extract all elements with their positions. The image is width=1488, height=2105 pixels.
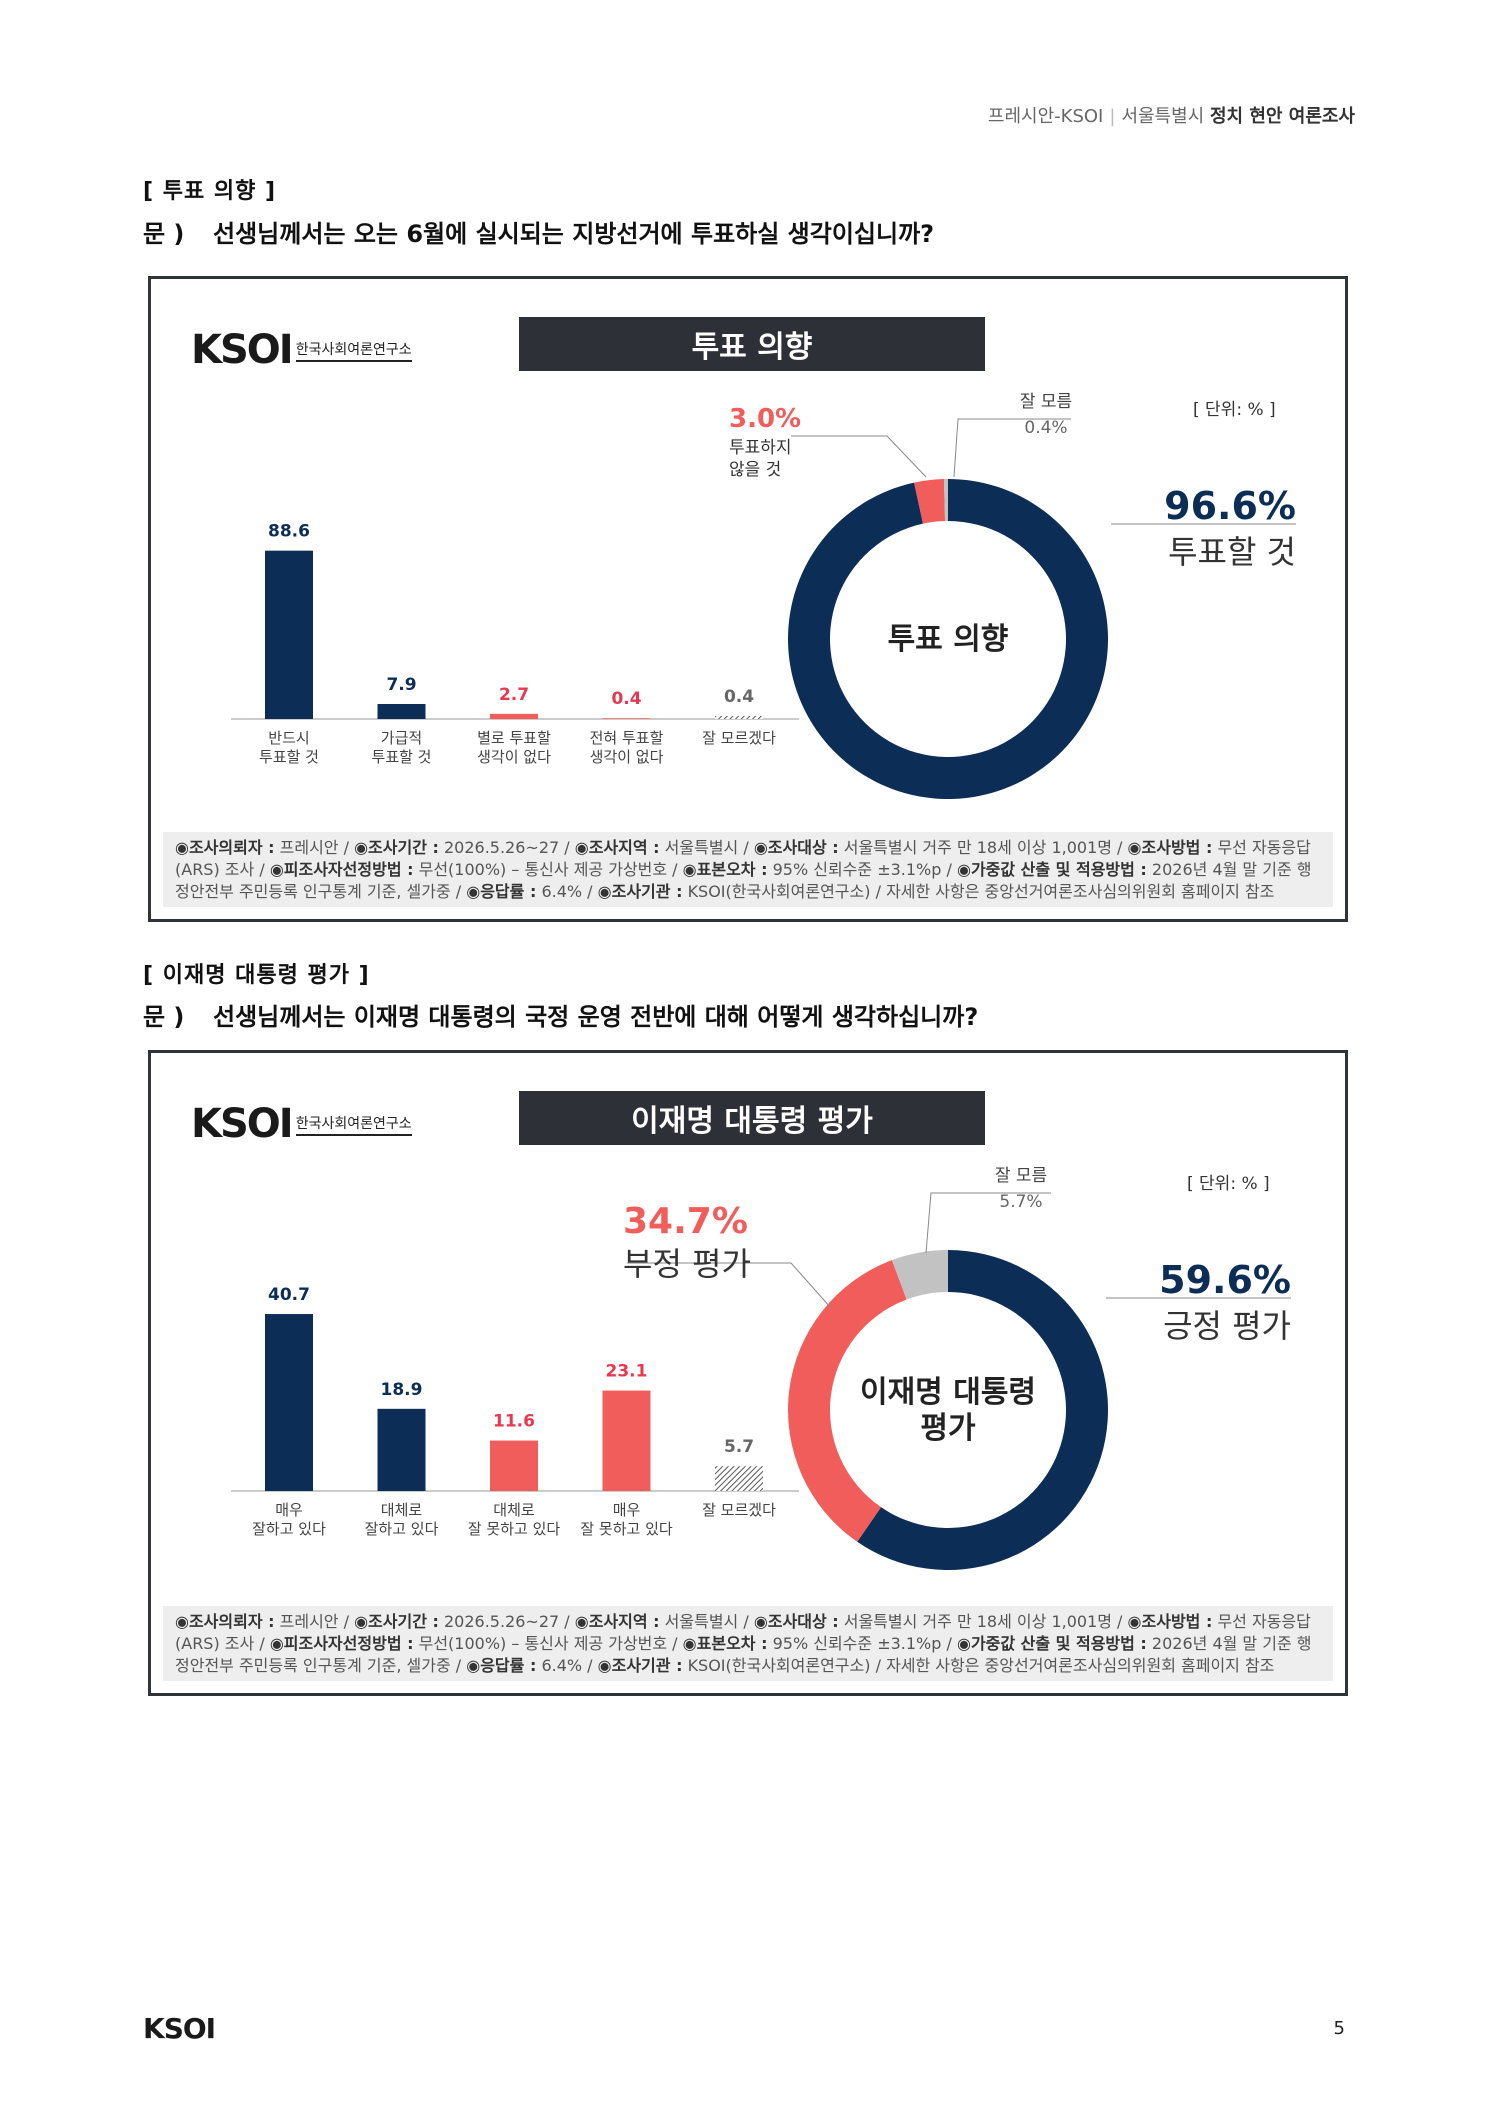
donut-slice-1 (914, 479, 946, 524)
donut-slice-2 (891, 1250, 948, 1300)
question-mark: 문 ) (143, 220, 185, 248)
bar-2 (490, 713, 538, 719)
category-label-4: 잘 모르겠다 (702, 729, 776, 747)
donut-center-label: 평가 (920, 1411, 976, 1446)
red-slice-label: 부정 평가 (623, 1245, 751, 1283)
bar-value-label-2: 11.6 (493, 1412, 535, 1432)
bar-value-label-4: 5.7 (724, 1437, 754, 1457)
category-label-1: 잘하고 있다 (365, 1520, 439, 1538)
header-source: 프레시안-KSOI (987, 106, 1104, 127)
red-leader-line (627, 1262, 832, 1309)
bar-value-label-4: 0.4 (724, 687, 754, 707)
bar-3 (602, 718, 651, 719)
category-label-3: 생각이 없다 (590, 748, 664, 766)
category-label-3: 매우 (613, 1501, 641, 1519)
panel-title: 투표 의향 (519, 317, 985, 371)
bar-0 (265, 550, 313, 719)
bar-4 (715, 716, 763, 719)
header-title: 정치 현안 여론조사 (1209, 106, 1355, 127)
survey-footer: ◉조사의뢰자 : 프레시안 / ◉조사기간 : 2026.5.26~27 / ◉… (163, 832, 1333, 907)
category-label-2: 대체로 (493, 1501, 535, 1519)
question-text: 선생님께서는 이재명 대통령의 국정 운영 전반에 대해 어떻게 생각하십니까? (213, 1003, 979, 1031)
question-2: 문 ) 선생님께서는 이재명 대통령의 국정 운영 전반에 대해 어떻게 생각하십… (143, 997, 978, 1032)
header-separator: | (1109, 106, 1116, 127)
bar-2 (490, 1440, 538, 1491)
category-label-0: 반드시 (268, 729, 309, 747)
red-pct-label: 34.7% (623, 1201, 748, 1242)
logo-mark: KSOI (191, 327, 294, 373)
donut-slice-1 (787, 1260, 907, 1542)
category-label-0: 매우 (275, 1501, 303, 1519)
ksoi-logo: KSOI 한국사회여론연구소 (191, 1101, 412, 1147)
page-header: 프레시안-KSOI | 서울특별시 정치 현안 여론조사 (988, 102, 1355, 128)
red-leader-line (791, 435, 927, 478)
bar-1 (377, 1408, 426, 1491)
category-label-1: 가급적 (381, 729, 422, 747)
category-label-3: 전혀 투표할 (590, 729, 664, 747)
gray-pct-label: 0.4% (1024, 418, 1067, 438)
bar-1 (377, 703, 426, 719)
donut-slice-2 (943, 479, 948, 522)
category-label-1: 투표할 것 (372, 748, 432, 766)
category-label-0: 투표할 것 (259, 748, 319, 766)
navy-slice-label: 긍정 평가 (1163, 1307, 1291, 1345)
donut-center-label: 이재명 대통령 (860, 1375, 1036, 1410)
gray-pct-label: 5.7% (999, 1192, 1042, 1212)
bar-4 (715, 1466, 763, 1491)
category-label-2: 별로 투표할 (477, 729, 551, 747)
donut-center-label: 투표 의향 (888, 622, 1009, 657)
navy-slice-label: 투표할 것 (1168, 533, 1296, 571)
category-label-1: 대체로 (381, 1501, 423, 1519)
section-title-1: [ 투표 의향 ] (143, 179, 277, 204)
footer-logo: KSOI (143, 2012, 216, 2045)
logo-mark: KSOI (191, 1101, 294, 1147)
question-mark: 문 ) (143, 1003, 185, 1031)
question-1: 문 ) 선생님께서는 오는 6월에 실시되는 지방선거에 투표하실 생각이십니까? (143, 214, 934, 249)
panel-title: 이재명 대통령 평가 (519, 1091, 985, 1145)
logo-subtitle: 한국사회여론연구소 (295, 1113, 412, 1136)
bar-3 (602, 1390, 651, 1491)
gray-slice-label: 잘 모름 (995, 1166, 1047, 1186)
bar-value-label-3: 23.1 (606, 1362, 648, 1382)
chart-panel-president-approval: KSOI 한국사회여론연구소 이재명 대통령 평가 [ 단위: % ] 40.7… (148, 1050, 1348, 1696)
bar-value-label-0: 40.7 (268, 1285, 310, 1305)
unit-label: [ 단위: % ] (1187, 1174, 1270, 1194)
survey-footer: ◉조사의뢰자 : 프레시안 / ◉조사기간 : 2026.5.26~27 / ◉… (163, 1606, 1333, 1681)
navy-pct-label: 59.6% (1159, 1258, 1291, 1302)
section-title-2: [ 이재명 대통령 평가 ] (143, 963, 370, 988)
bar-value-label-1: 18.9 (381, 1380, 423, 1400)
gray-slice-label: 잘 모름 (1020, 392, 1072, 412)
bar-0 (265, 1314, 313, 1491)
bar-value-label-0: 88.6 (268, 522, 310, 542)
gray-leader-line (953, 418, 1071, 478)
red-pct-label: 3.0% (729, 404, 801, 434)
logo-subtitle: 한국사회여론연구소 (295, 339, 412, 362)
category-label-3: 잘 못하고 있다 (580, 1520, 673, 1538)
donut-slice-0 (857, 1250, 1108, 1570)
page-number: 5 (1333, 2018, 1345, 2039)
header-region: 서울특별시 (1121, 106, 1205, 127)
gray-leader-line (925, 1192, 1051, 1254)
question-text: 선생님께서는 오는 6월에 실시되는 지방선거에 투표하실 생각이십니까? (213, 220, 935, 248)
red-slice-label: 않을 것 (729, 460, 781, 480)
navy-pct-label: 96.6% (1164, 484, 1296, 528)
category-label-0: 잘하고 있다 (252, 1520, 326, 1538)
category-label-2: 생각이 없다 (477, 748, 551, 766)
bar-value-label-2: 2.7 (499, 685, 529, 705)
category-label-4: 잘 모르겠다 (702, 1501, 776, 1519)
category-label-2: 잘 못하고 있다 (468, 1520, 561, 1538)
unit-label: [ 단위: % ] (1193, 400, 1276, 420)
red-slice-label: 투표하지 (729, 438, 792, 458)
ksoi-logo: KSOI 한국사회여론연구소 (191, 327, 412, 373)
chart-panel-vote-intention: KSOI 한국사회여론연구소 투표 의향 [ 단위: % ] 88.6 반드시 투표… (148, 276, 1348, 922)
bar-value-label-1: 7.9 (386, 675, 416, 695)
bar-value-label-3: 0.4 (611, 689, 641, 709)
